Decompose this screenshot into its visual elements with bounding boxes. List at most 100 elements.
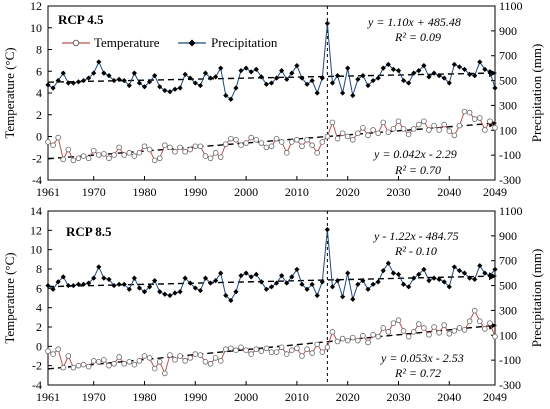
- y2-tick-label: 900: [499, 229, 517, 243]
- temperature-point: [471, 116, 478, 122]
- precipitation-point: [152, 278, 158, 284]
- precipitation-point: [243, 270, 249, 276]
- legend-precipitation-marker: [188, 39, 196, 47]
- precipitation-point: [350, 296, 356, 302]
- temperature-point: [141, 143, 148, 150]
- temperature-point: [263, 144, 270, 151]
- precipitation-point: [279, 68, 285, 74]
- x-tick-label: 2010: [285, 390, 309, 404]
- temperature-point: [202, 153, 209, 159]
- temperature-point: [182, 148, 188, 155]
- precipitation-point: [324, 20, 330, 26]
- precipitation-point: [390, 270, 397, 276]
- temperature-point: [466, 318, 473, 325]
- panel-rcp85: RCP 8.5 Temperature (°C) Precipitation (…: [2, 204, 544, 404]
- precipitation-point: [334, 73, 341, 79]
- precipitation-point: [436, 276, 442, 282]
- precipitation-point: [355, 76, 361, 82]
- precipitation-point: [426, 74, 432, 80]
- panel-rcp45: RCP 4.5 Temperature (°C) Precipitation (…: [2, 0, 544, 199]
- temperature-point: [162, 142, 168, 149]
- precipitation-point: [400, 77, 407, 84]
- temperature-point: [116, 144, 122, 151]
- temperature-point: [339, 335, 346, 342]
- precipitation-point: [228, 297, 234, 304]
- x-tick-label: 2020: [336, 185, 360, 199]
- precipitation-point: [273, 280, 280, 286]
- temperature-point: [400, 328, 407, 334]
- temperature-point: [451, 132, 458, 139]
- temp-trend-equation: y = 0.042x - 2.29: [373, 147, 457, 161]
- temperature-point: [446, 330, 453, 337]
- temperature-point: [299, 143, 305, 150]
- precipitation-point: [80, 77, 87, 84]
- temperature-point: [101, 357, 107, 363]
- x-tick-label: 2000: [234, 185, 258, 199]
- temperature-point: [344, 337, 351, 344]
- precipitation-point: [324, 227, 330, 233]
- temperature-point: [177, 353, 183, 359]
- temperature-point: [334, 135, 341, 142]
- y2-tick-label: 100: [499, 123, 517, 137]
- precipitation-point: [146, 79, 153, 85]
- temperature-point: [471, 307, 478, 314]
- precipitation-point: [223, 292, 229, 299]
- precipitation-point: [126, 82, 132, 89]
- precipitation-point: [192, 285, 198, 291]
- precipitation-point: [441, 279, 447, 285]
- temperature-point: [476, 115, 483, 121]
- temperature-point: [258, 348, 265, 354]
- precipitation-point: [218, 65, 224, 71]
- temperature-point: [70, 364, 77, 371]
- precipitation-point: [350, 92, 356, 99]
- precipitation-point: [279, 273, 285, 279]
- temperature-point: [65, 353, 72, 359]
- temperature-point: [90, 358, 97, 364]
- temperature-point: [45, 139, 51, 145]
- precipitation-point: [162, 291, 168, 297]
- y-tick-label: 2: [36, 320, 42, 334]
- temperature-point: [400, 126, 407, 132]
- temperature-point: [80, 153, 87, 159]
- x-tick-label: 1980: [133, 185, 157, 199]
- precipitation-point: [370, 281, 376, 287]
- precipitation-point: [304, 286, 310, 292]
- precipitation-point: [395, 271, 402, 277]
- precipitation-point: [482, 66, 488, 72]
- y-tick-label: 0: [36, 130, 42, 144]
- precipitation-point: [451, 61, 457, 68]
- temperature-point: [248, 134, 254, 141]
- temperature-point: [121, 152, 127, 158]
- temperature-point: [380, 119, 387, 126]
- x-tick-label: 1961: [36, 390, 60, 404]
- x-tick-label: 2049: [483, 390, 507, 404]
- precipitation-point: [157, 289, 163, 295]
- temperature-point: [339, 130, 346, 137]
- precipitation-point: [461, 66, 468, 72]
- temperature-point: [360, 125, 366, 131]
- temperature-point: [212, 355, 219, 361]
- temperature-point: [202, 358, 209, 365]
- y-tick-label: 4: [36, 86, 42, 100]
- precipitation-point: [345, 270, 351, 276]
- temperature-point: [380, 325, 387, 331]
- temperature-point: [299, 353, 305, 359]
- precipitation-point: [492, 266, 498, 273]
- precipitation-point: [96, 59, 102, 65]
- precipitation-point: [411, 70, 417, 76]
- temperature-point: [131, 153, 138, 159]
- temperature-point: [289, 347, 295, 354]
- precipitation-point: [101, 275, 107, 281]
- precip-trend-r2: R² = 0.09: [394, 30, 441, 44]
- precipitation-point: [472, 73, 478, 79]
- temperature-point: [334, 338, 341, 345]
- y2-tick-label: 300: [499, 303, 517, 317]
- temperature-point: [319, 349, 326, 355]
- x-tick-label: 2040: [437, 185, 461, 199]
- precipitation-point: [162, 87, 168, 94]
- temperature-point: [50, 351, 56, 357]
- precipitation-point: [131, 70, 137, 76]
- precipitation-point: [446, 80, 452, 86]
- y2-tick-label: 1100: [499, 204, 523, 218]
- precipitation-point: [233, 289, 239, 295]
